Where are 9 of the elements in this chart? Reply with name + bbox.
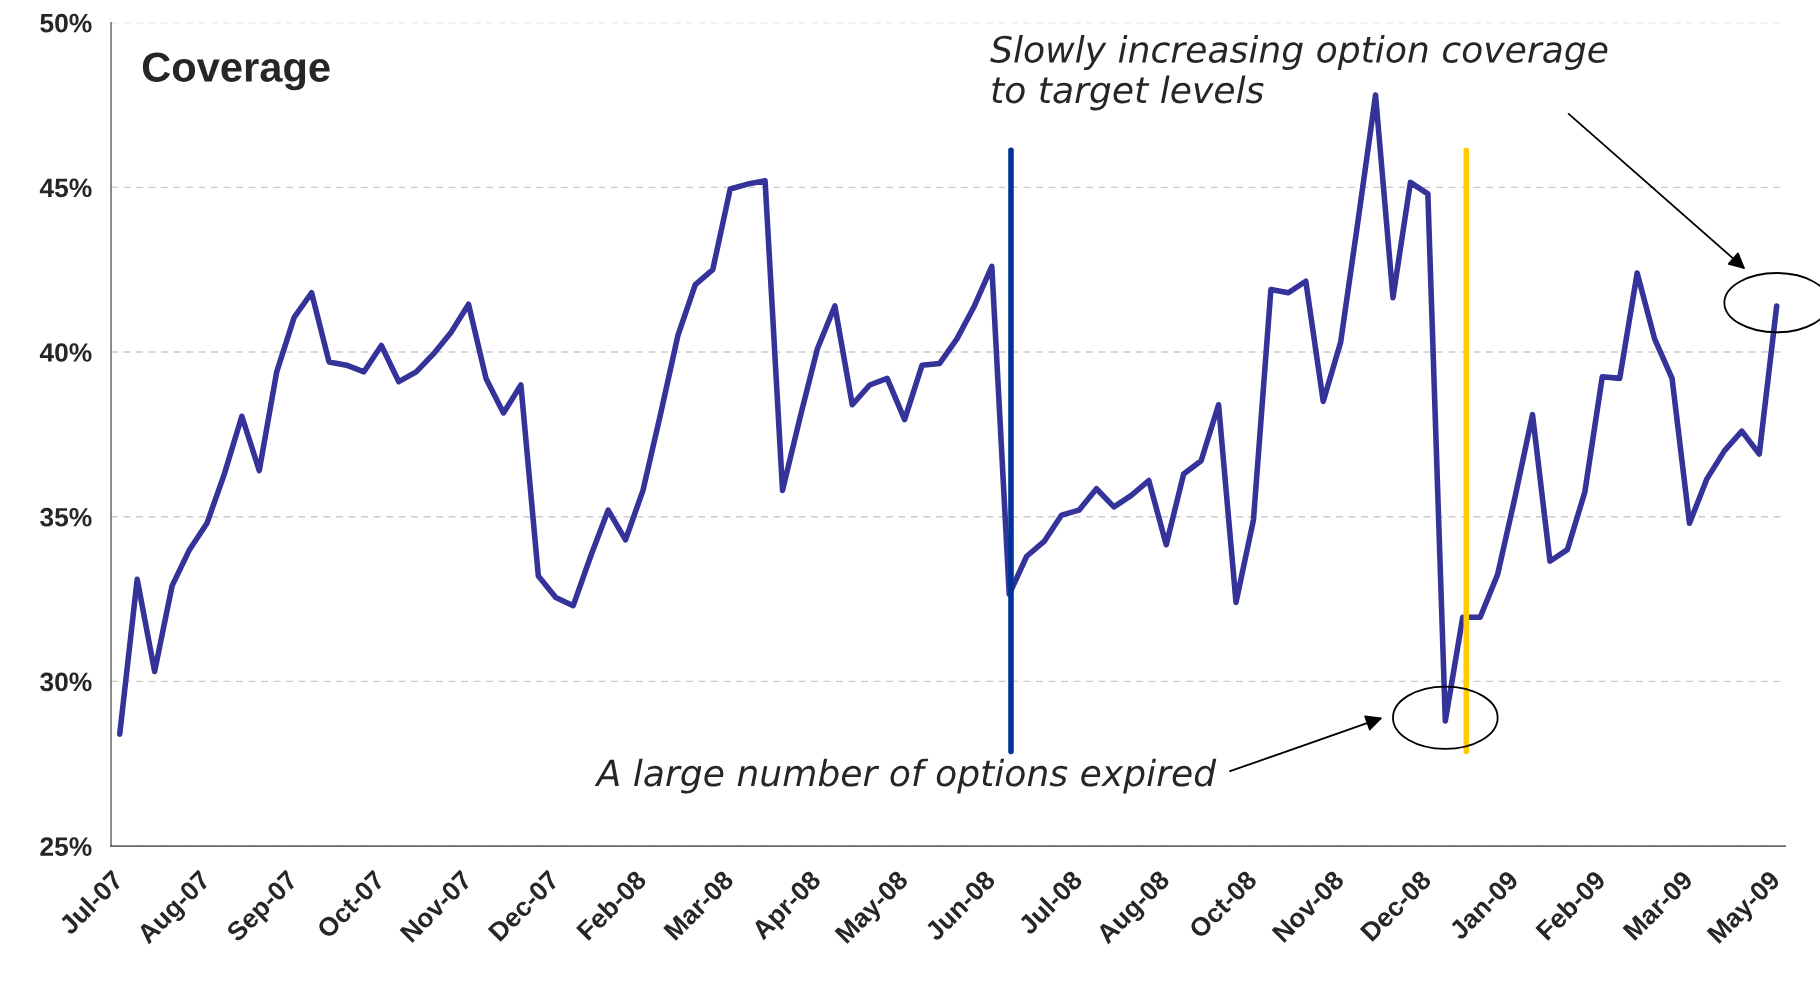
y-tick-label: 45% xyxy=(39,178,92,198)
text: Coverage xyxy=(142,52,330,91)
y-tick-label: 25% xyxy=(40,837,92,856)
y-tick-label: 35% xyxy=(40,507,92,527)
y-tick-label: 40% xyxy=(39,343,92,362)
y-tick-label: 50% xyxy=(40,13,92,33)
annotation: A large number of options expired xyxy=(594,758,1217,794)
y-tick-label: 30% xyxy=(40,672,92,692)
annotation: Slowly increasing option coverage to target levels xyxy=(990,35,1608,111)
